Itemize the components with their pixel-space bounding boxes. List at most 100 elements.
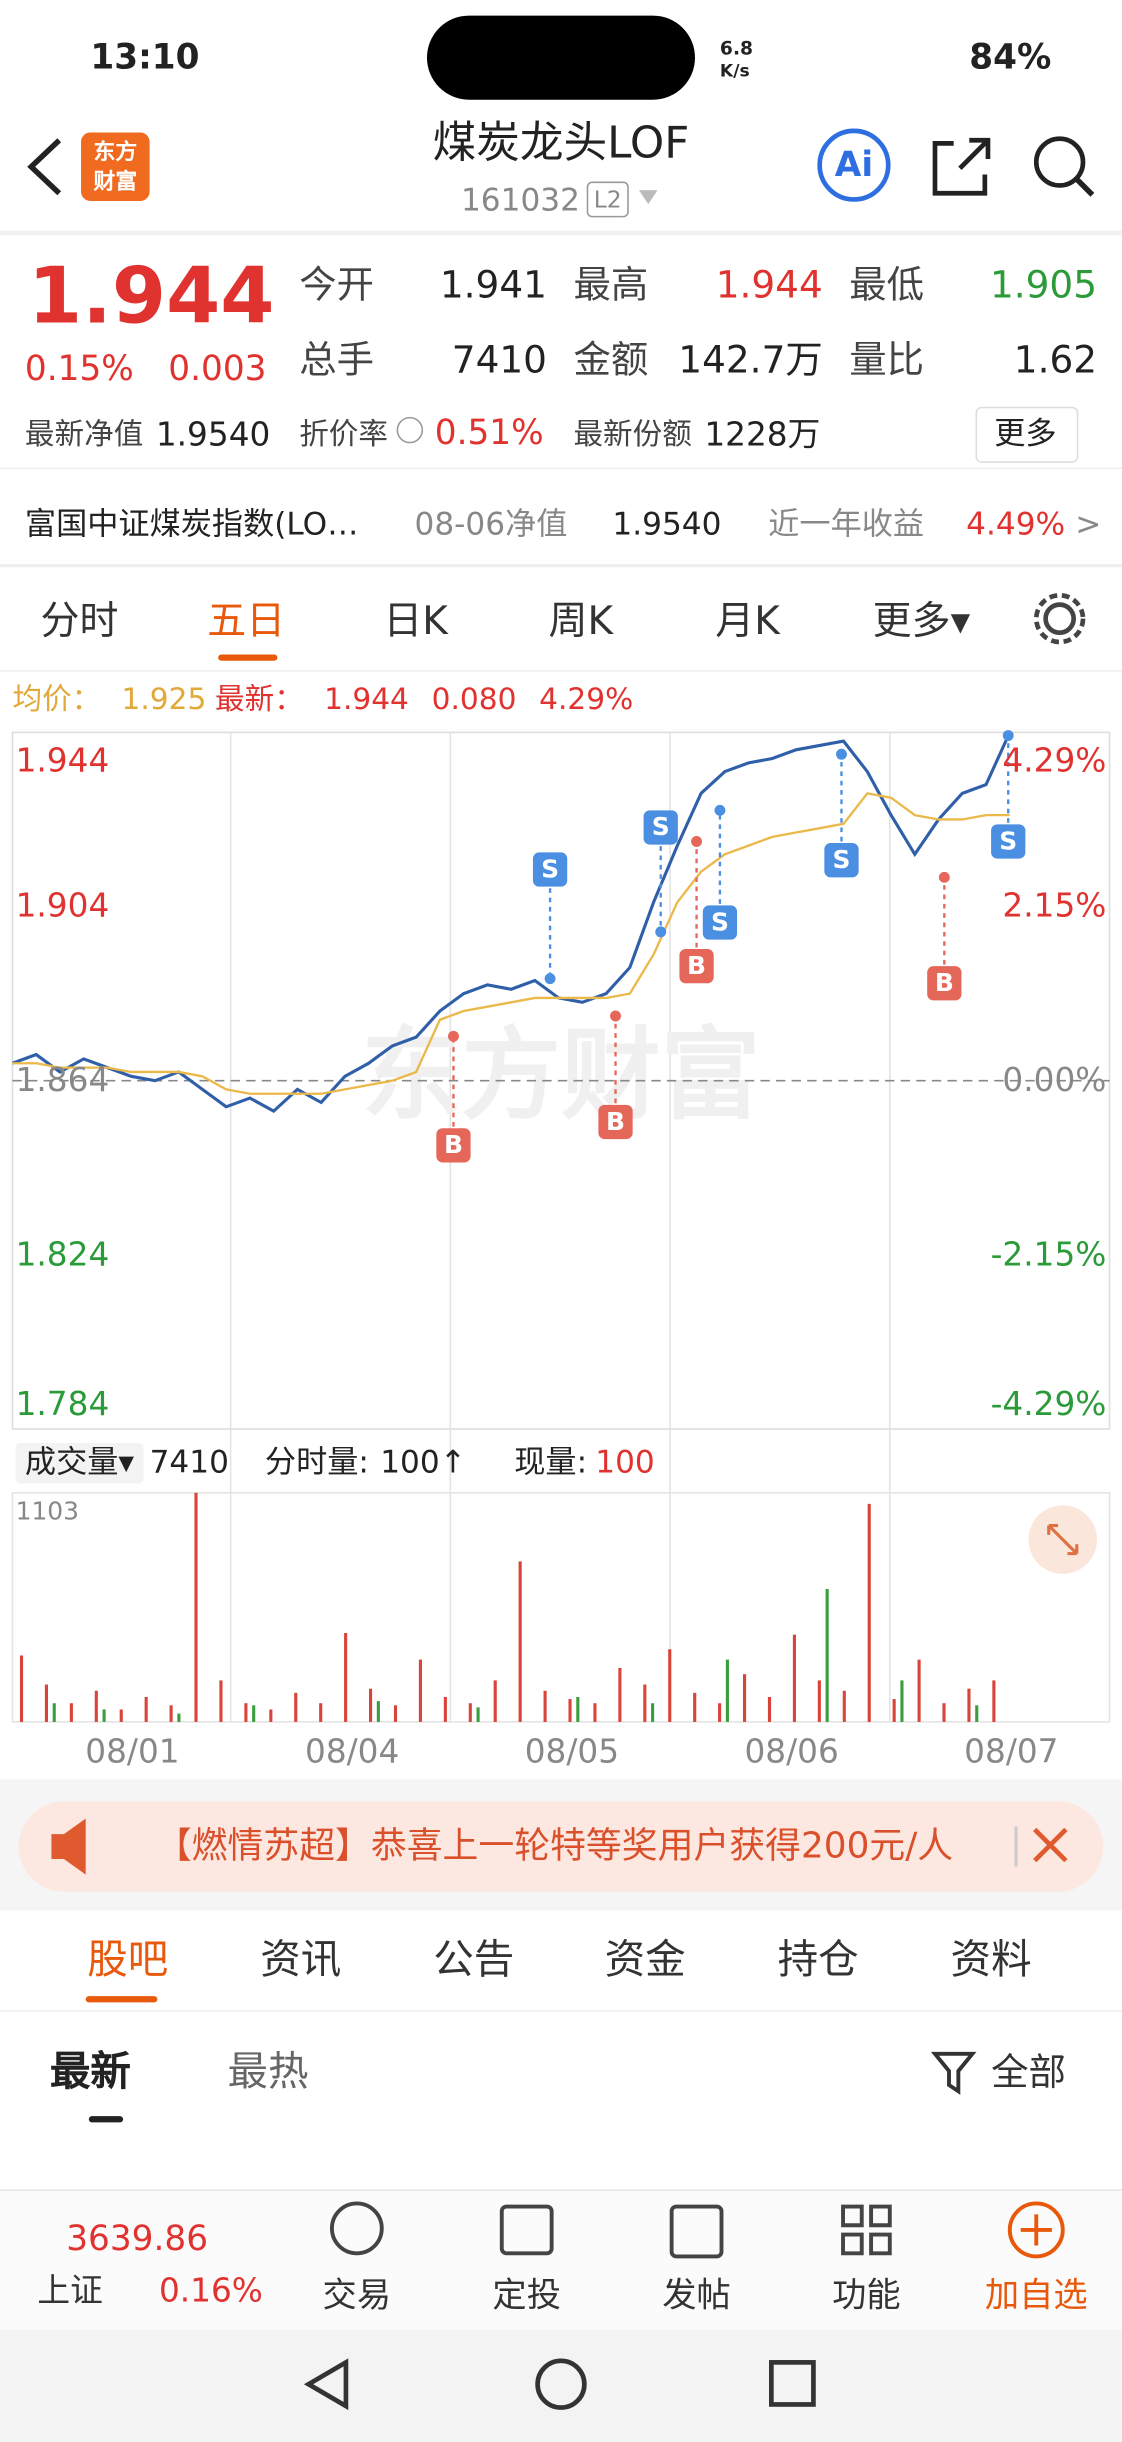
nav-item[interactable]: 定投 [492, 2276, 562, 2316]
period-tab[interactable]: 周K [548, 597, 614, 643]
nav-item[interactable]: 交易 [322, 2276, 392, 2316]
feed-hot[interactable]: 最热 [227, 2049, 309, 2096]
nav-recent[interactable] [769, 2360, 816, 2407]
marker-label: B [606, 1106, 626, 1137]
search-icon[interactable] [1033, 136, 1086, 188]
volume-bar [825, 1589, 829, 1722]
volume-label[interactable]: 成交量▾ [24, 1442, 135, 1481]
volume-bar [169, 1705, 173, 1722]
dropdown-icon[interactable] [638, 190, 658, 205]
nav-item[interactable]: 功能 [832, 2276, 901, 2316]
volume-bar [468, 1703, 472, 1722]
post-icon[interactable] [669, 2204, 724, 2259]
period-tab[interactable]: 更多▾ [872, 597, 971, 643]
period-tab[interactable]: 分时 [40, 597, 119, 643]
nav-item[interactable]: 发帖 [662, 2276, 731, 2316]
avg-label: 均价： [12, 681, 102, 717]
volume-select[interactable] [15, 1442, 144, 1484]
more-button[interactable] [975, 406, 1079, 463]
y-tick-label: 1.944 [15, 740, 110, 779]
marker-box [702, 905, 738, 940]
y-tick-label: 1.824 [15, 1235, 110, 1273]
volume-bar [543, 1690, 547, 1722]
period-tab[interactable]: 日K [383, 597, 448, 643]
volume-bar [102, 1709, 106, 1722]
ai-icon[interactable] [817, 128, 891, 202]
feed-latest[interactable]: 最新 [49, 2049, 131, 2096]
status-speed: 6.8 [719, 37, 754, 60]
y2-tick-label: -4.29% [990, 1384, 1107, 1422]
volume-bar [576, 1697, 580, 1722]
price: 1.944 [28, 250, 275, 342]
marker-label: S [651, 811, 670, 842]
banner[interactable] [18, 1801, 1104, 1892]
watermark: 东方财富 [362, 1017, 761, 1134]
separator [0, 564, 1122, 568]
volume-bar [518, 1561, 522, 1722]
now-volume: 100 [595, 1442, 655, 1481]
volume-bar [252, 1705, 256, 1722]
info-icon[interactable] [396, 416, 424, 444]
share-icon[interactable] [932, 137, 991, 196]
discount: 0.51% [434, 414, 544, 454]
volume-bar [376, 1701, 380, 1722]
index-name: 富国中证煤炭指数(LO… [24, 504, 359, 543]
volume-bar [718, 1703, 722, 1722]
marker-label: S [832, 844, 851, 875]
feed-filter[interactable]: 全部 [991, 2050, 1066, 2095]
trade-icon[interactable] [329, 2201, 384, 2256]
close-icon[interactable] [1033, 1827, 1068, 1863]
arrow: > [1075, 504, 1102, 543]
y2-tick-label: -2.15% [990, 1235, 1107, 1274]
marker-box [991, 824, 1026, 859]
field-value: 142.7万 [678, 338, 823, 382]
date-label: 08/06 [744, 1732, 839, 1770]
period-tab[interactable]: 月K [715, 597, 780, 643]
volume-bar [244, 1703, 248, 1722]
volume-bar [942, 1703, 946, 1722]
return: 4.49% [966, 504, 1066, 543]
period-tab[interactable]: 五日 [207, 597, 286, 643]
back-icon[interactable] [27, 138, 62, 196]
logo-text: 东方 [93, 140, 138, 166]
settings-icon[interactable] [1043, 602, 1077, 636]
volume-bar [219, 1680, 223, 1722]
nav-item[interactable]: 加自选 [984, 2276, 1088, 2316]
change: 0.003 [168, 350, 267, 390]
now-volume-label: 现量: [514, 1442, 588, 1481]
section-tab[interactable]: 股吧 [87, 1936, 169, 1984]
section-tab[interactable]: 资金 [604, 1936, 686, 1984]
y2-tick-label: 4.29% [1002, 740, 1107, 779]
volume-bar [593, 1703, 597, 1722]
nav-back[interactable] [303, 2358, 349, 2411]
function-icon[interactable] [841, 2204, 892, 2256]
status-time: 13:10 [90, 38, 200, 78]
marker-box [598, 1104, 633, 1140]
ai-label[interactable]: Ai [834, 146, 874, 186]
add-icon [1020, 2214, 1052, 2246]
volume-bar [767, 1697, 772, 1722]
volume-bar [842, 1690, 846, 1722]
volume-bar [476, 1707, 480, 1722]
section-tab[interactable]: 持仓 [777, 1936, 859, 1984]
filter-icon[interactable] [930, 2051, 977, 2095]
invest-icon[interactable] [499, 2204, 554, 2256]
date-label: 08/04 [305, 1732, 400, 1770]
system-nav [0, 2329, 1122, 2442]
volume-bar [992, 1680, 996, 1722]
marker-dot [610, 1010, 621, 1022]
field-value: 1.944 [715, 263, 823, 307]
field-label: 量比 [849, 338, 925, 382]
field-value: 1.905 [989, 263, 1098, 307]
add-icon[interactable] [1007, 2201, 1065, 2259]
section-tab[interactable]: 公告 [433, 1936, 515, 1984]
marker-box [824, 843, 859, 878]
nav-home[interactable] [535, 2358, 587, 2410]
shares: 1228万 [704, 415, 821, 453]
more-label[interactable]: 更多 [994, 414, 1057, 452]
section-tab[interactable]: 资讯 [260, 1936, 342, 1984]
nav: 1.9540 [155, 415, 271, 453]
section-tab[interactable]: 资料 [950, 1936, 1032, 1984]
